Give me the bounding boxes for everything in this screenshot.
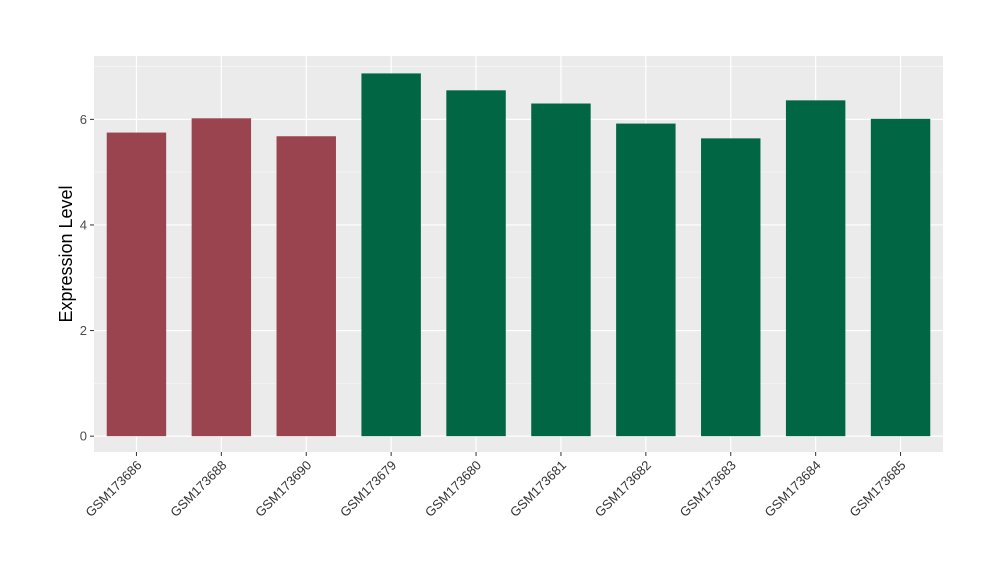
bar-GSM173680 [446,90,506,437]
x-tick-label: GSM173685 [846,458,908,520]
bar-GSM173690 [276,136,336,437]
x-tick-label: GSM173684 [762,458,824,520]
x-tick-label: GSM173683 [677,458,739,520]
bar-GSM173679 [361,73,421,437]
y-tick-label: 2 [80,323,87,338]
bar-GSM173681 [531,103,591,437]
x-tick-label: GSM173690 [252,458,314,520]
bar-GSM173684 [785,100,846,437]
bar-GSM173686 [106,132,167,437]
x-tick-label: GSM173679 [337,458,399,520]
bar-GSM173685 [870,118,931,437]
x-axis: GSM173686 GSM173688 GSM173690 GSM173679 GSM1… [82,452,909,520]
bar-GSM173682 [616,123,676,437]
x-tick-label: GSM173686 [82,458,144,520]
x-tick-label: GSM173682 [592,458,654,520]
y-tick-label: 6 [80,112,87,127]
bars [106,73,931,437]
x-tick-label: GSM173681 [507,458,569,520]
bar-GSM173688 [191,118,252,437]
y-tick-label: 0 [80,429,87,444]
y-tick-label: 4 [80,217,87,232]
bar-GSM173683 [701,138,761,437]
x-tick-label: GSM173688 [167,458,229,520]
y-axis: 0 2 4 6 [80,112,94,444]
x-tick-label: GSM173680 [422,458,484,520]
y-axis-title: Expression Level [56,185,76,322]
